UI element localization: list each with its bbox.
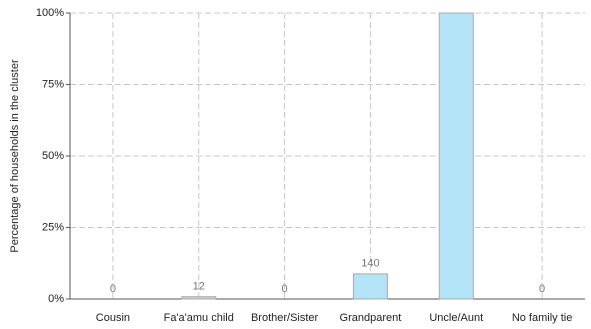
bar xyxy=(438,12,474,300)
x-tick-label: Cousin xyxy=(96,312,130,324)
x-tick-label: Uncle/Aunt xyxy=(429,312,483,324)
y-tick-label: 25% xyxy=(42,221,64,233)
x-tick-label: Fa'a'amu child xyxy=(164,312,234,324)
y-tick-label: 50% xyxy=(42,150,64,162)
x-tick-label: Grandparent xyxy=(340,312,402,324)
count-label: 0 xyxy=(282,283,288,295)
y-tick-label: 100% xyxy=(36,7,64,19)
x-tick-label: Brother/Sister xyxy=(251,312,319,324)
y-axis-label: Percentage of households in the cluster xyxy=(9,59,21,253)
count-label: 0 xyxy=(110,283,116,295)
bar xyxy=(352,273,388,300)
count-label: 0 xyxy=(539,283,545,295)
count-label: 140 xyxy=(361,258,379,270)
x-tick-label: No family tie xyxy=(512,312,573,324)
bar xyxy=(181,296,217,300)
count-label: 12 xyxy=(193,281,205,293)
y-tick-label: 75% xyxy=(42,78,64,90)
y-tick-label: 0% xyxy=(48,293,64,305)
